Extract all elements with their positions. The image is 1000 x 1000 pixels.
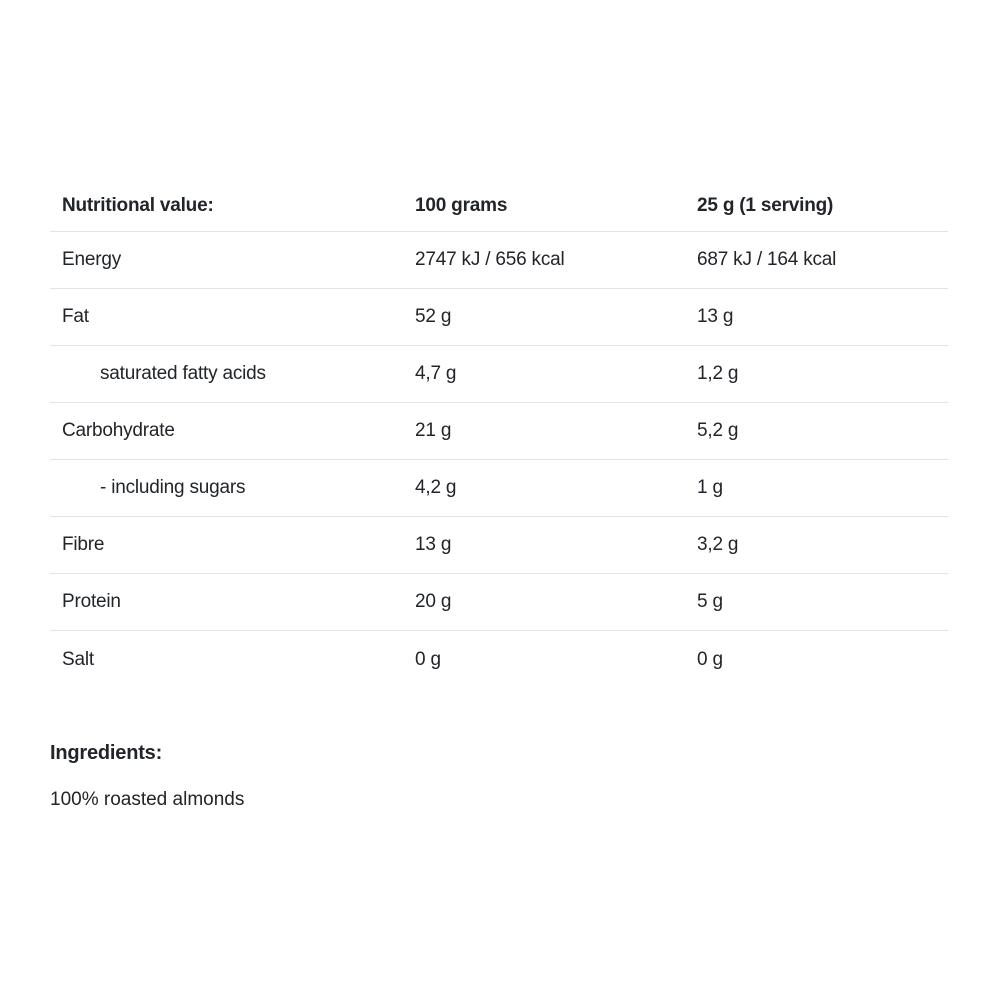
row-label: Fat xyxy=(62,306,89,327)
value-per-100g: 21 g xyxy=(415,420,452,441)
row-label: saturated fatty acids xyxy=(100,363,266,384)
row-label: Energy xyxy=(62,249,122,270)
value-per-100g: 13 g xyxy=(415,534,452,555)
column-header-nutritional-value: Nutritional value: xyxy=(62,195,214,216)
nutrition-table: Nutritional value: 100 grams 25 g (1 ser… xyxy=(50,183,948,688)
nutrition-table-header-row: Nutritional value: 100 grams 25 g (1 ser… xyxy=(50,183,948,232)
table-row: saturated fatty acids 4,7 g 1,2 g xyxy=(50,346,948,403)
ingredients-text: 100% roasted almonds xyxy=(50,789,245,810)
table-row: Fibre 13 g 3,2 g xyxy=(50,517,948,574)
column-header-per-100-grams: 100 grams xyxy=(415,195,508,216)
value-per-serving: 3,2 g xyxy=(697,534,739,555)
table-row: Energy 2747 kJ / 656 kcal 687 kJ / 164 kca… xyxy=(50,232,948,289)
value-per-serving: 5 g xyxy=(697,591,723,612)
value-per-serving: 1 g xyxy=(697,477,723,498)
value-per-serving: 1,2 g xyxy=(697,363,739,384)
value-per-serving: 0 g xyxy=(697,648,723,670)
ingredients-section: Ingredients: 100% roasted almonds xyxy=(50,742,948,811)
row-label: - including sugars xyxy=(100,477,246,498)
value-per-serving: 13 g xyxy=(697,306,734,327)
value-per-100g: 52 g xyxy=(415,306,452,327)
table-row: - including sugars 4,2 g 1 g xyxy=(50,460,948,517)
table-row: Salt 0 g 0 g xyxy=(50,631,948,688)
row-label: Carbohydrate xyxy=(62,420,175,441)
value-per-serving: 687 kJ / 164 kcal xyxy=(697,249,837,270)
nutrition-table-body: Energy 2747 kJ / 656 kcal 687 kJ / 164 kca… xyxy=(50,232,948,688)
row-label: Protein xyxy=(62,591,121,612)
row-label: Salt xyxy=(62,648,94,670)
table-row: Fat 52 g 13 g xyxy=(50,289,948,346)
ingredients-heading: Ingredients: xyxy=(50,742,163,764)
value-per-100g: 20 g xyxy=(415,591,452,612)
column-header-per-serving: 25 g (1 serving) xyxy=(697,195,834,216)
value-per-100g: 2747 kJ / 656 kcal xyxy=(415,249,565,270)
row-label: Fibre xyxy=(62,534,105,555)
value-per-100g: 0 g xyxy=(415,648,441,670)
table-row: Protein 20 g 5 g xyxy=(50,574,948,631)
value-per-100g: 4,2 g xyxy=(415,477,457,498)
table-row: Carbohydrate 21 g 5,2 g xyxy=(50,403,948,460)
value-per-100g: 4,7 g xyxy=(415,363,457,384)
value-per-serving: 5,2 g xyxy=(697,420,739,441)
